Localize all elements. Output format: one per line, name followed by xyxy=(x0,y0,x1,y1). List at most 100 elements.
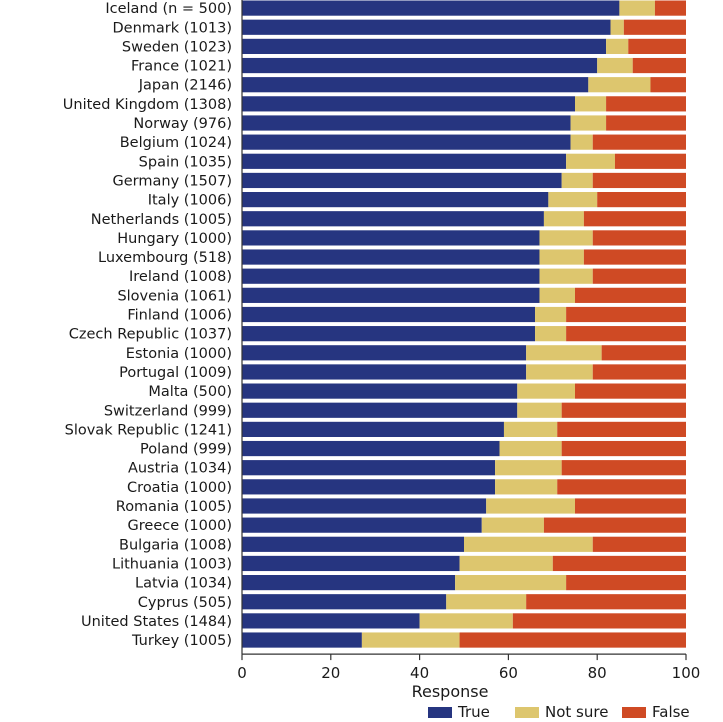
bar-segment-true xyxy=(242,115,571,131)
bar-segment-false xyxy=(561,460,686,476)
legend-label-false: False xyxy=(652,703,690,721)
x-tick-label: 100 xyxy=(672,664,701,682)
category-label: Austria (1034) xyxy=(128,461,232,477)
category-label: United Kingdom (1308) xyxy=(63,97,232,113)
bar-segment-not-sure xyxy=(419,613,513,629)
bar-segment-true xyxy=(242,594,447,610)
x-tick-label: 80 xyxy=(588,664,607,682)
category-labels: Iceland (n = 500) Denmark (1013) Sweden (1… xyxy=(63,1,232,649)
category-label: Norway (976) xyxy=(133,116,232,132)
category-label: Poland (999) xyxy=(140,442,232,458)
bar-segment-false xyxy=(575,383,686,399)
bar-segment-not-sure xyxy=(543,211,584,227)
bar-segment-not-sure xyxy=(526,345,602,361)
legend-swatch-not-sure xyxy=(515,707,539,718)
bar-segment-false xyxy=(654,0,686,16)
category-label: Cyprus (505) xyxy=(138,595,232,611)
bar-segment-false xyxy=(566,575,686,591)
bar-segment-not-sure xyxy=(446,594,527,610)
bar-segment-false xyxy=(561,402,686,418)
bar-segment-true xyxy=(242,192,549,208)
legend: True Not sure False xyxy=(428,703,690,721)
bar-segment-true xyxy=(242,345,527,361)
bar-segment-not-sure xyxy=(570,134,593,150)
bar-segment-false xyxy=(512,613,686,629)
category-label: United States (1484) xyxy=(81,614,232,630)
bar-segment-false xyxy=(583,211,686,227)
bar-segment-not-sure xyxy=(495,460,562,476)
category-label: Greece (1000) xyxy=(128,518,232,534)
legend-label-not-sure: Not sure xyxy=(545,703,608,721)
bar-segment-not-sure xyxy=(539,249,584,265)
bar-segment-false xyxy=(601,345,686,361)
bar-segment-true xyxy=(242,440,500,457)
category-label: Belgium (1024) xyxy=(120,135,232,151)
bar-segment-true xyxy=(242,575,456,591)
legend-swatch-false xyxy=(622,707,646,718)
bar-segment-true xyxy=(242,268,540,284)
bar-segment-not-sure xyxy=(464,536,593,552)
bar-segment-false xyxy=(575,498,686,514)
bars-layer xyxy=(242,0,686,648)
bar-segment-true xyxy=(242,498,487,514)
category-label: Portugal (1009) xyxy=(119,365,232,381)
bar-segment-not-sure xyxy=(517,383,575,399)
bar-segment-not-sure xyxy=(561,172,593,189)
bar-segment-not-sure xyxy=(535,306,567,323)
bar-segment-false xyxy=(526,594,686,610)
bar-segment-not-sure xyxy=(481,517,544,533)
category-label: Japan (2146) xyxy=(138,78,232,94)
bar-segment-true xyxy=(242,134,571,150)
category-label: Sweden (1023) xyxy=(122,39,232,55)
bar-segment-false xyxy=(459,632,686,648)
bar-segment-true xyxy=(242,421,504,437)
bar-segment-true xyxy=(242,479,496,495)
bar-segment-false xyxy=(628,38,686,54)
bar-segment-not-sure xyxy=(606,38,629,54)
bar-segment-not-sure xyxy=(361,632,460,648)
category-label: Iceland (n = 500) xyxy=(105,1,232,17)
x-tick-label: 40 xyxy=(410,664,429,682)
category-label: Finland (1006) xyxy=(127,308,232,324)
category-label: Malta (500) xyxy=(148,384,232,400)
bar-segment-true xyxy=(242,211,544,227)
bar-segment-false xyxy=(561,440,686,457)
bar-segment-false xyxy=(566,326,686,342)
bar-segment-true xyxy=(242,555,460,572)
category-label: Netherlands (1005) xyxy=(91,212,232,228)
bar-segment-not-sure xyxy=(597,57,633,74)
bar-segment-not-sure xyxy=(566,153,615,169)
bar-segment-true xyxy=(242,249,540,265)
bar-segment-true xyxy=(242,287,540,303)
bar-segment-false xyxy=(566,306,686,323)
bar-segment-true xyxy=(242,460,496,476)
bar-segment-false xyxy=(632,57,686,74)
category-label: Slovenia (1061) xyxy=(117,288,232,304)
category-label: Switzerland (999) xyxy=(104,403,232,419)
bar-segment-not-sure xyxy=(619,0,655,16)
x-tick-label: 0 xyxy=(237,664,247,682)
category-label: Croatia (1000) xyxy=(127,480,232,496)
bar-segment-not-sure xyxy=(575,96,607,112)
bar-segment-false xyxy=(592,172,686,189)
category-label: Spain (1035) xyxy=(139,154,232,170)
bar-segment-false xyxy=(597,192,686,208)
bar-segment-true xyxy=(242,230,540,246)
category-label: Hungary (1000) xyxy=(117,231,232,247)
category-label: Bulgaria (1008) xyxy=(119,537,232,553)
bar-segment-not-sure xyxy=(495,479,558,495)
bar-segment-true xyxy=(242,306,536,323)
bar-segment-not-sure xyxy=(548,192,598,208)
bar-segment-false xyxy=(592,230,686,246)
bar-segment-not-sure xyxy=(486,498,575,514)
x-axis: 0 20 40 60 80 100 xyxy=(237,0,700,682)
bar-segment-true xyxy=(242,153,567,169)
bar-segment-false xyxy=(543,517,686,533)
category-label: Denmark (1013) xyxy=(113,20,232,36)
category-label: Luxembourg (518) xyxy=(98,250,232,266)
bar-segment-false xyxy=(650,77,686,93)
bar-segment-not-sure xyxy=(539,287,575,303)
bar-segment-true xyxy=(242,517,482,533)
bar-segment-false xyxy=(592,364,686,380)
